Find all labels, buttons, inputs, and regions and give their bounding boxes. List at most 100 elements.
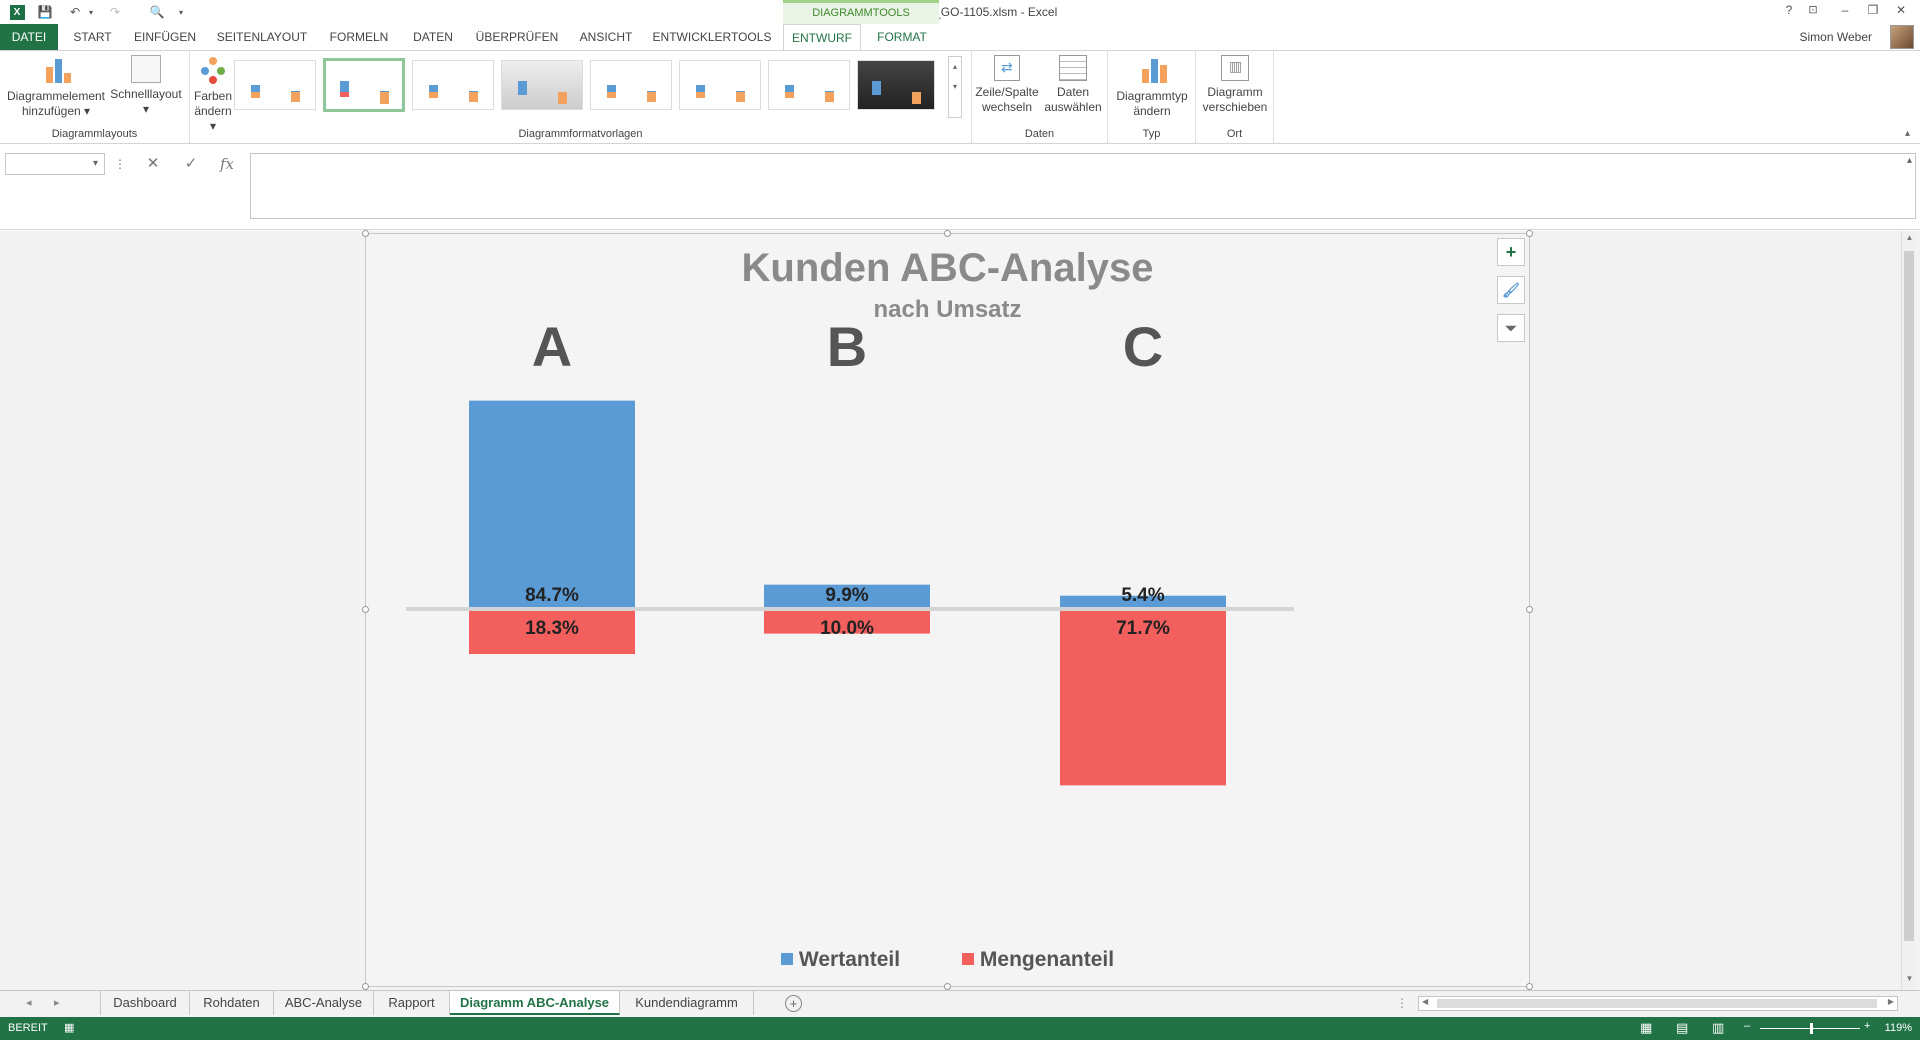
chart-styles-brush-icon[interactable]: 🖌 — [1497, 276, 1525, 304]
chart-filter-icon[interactable]: ⏷ — [1497, 314, 1525, 342]
tab-start[interactable]: START — [73, 30, 112, 44]
minimize-button[interactable]: – — [1841, 3, 1849, 17]
chart-style-6[interactable] — [679, 60, 761, 110]
undo-dropdown-icon[interactable]: ▾ — [88, 7, 93, 17]
tab-format[interactable]: FORMAT — [877, 30, 927, 44]
switch-row-column-button[interactable]: ⇄ Zeile/Spalte wechseln — [974, 55, 1040, 115]
chart-resize-handle[interactable] — [362, 983, 369, 990]
redo-icon[interactable]: ↷ — [109, 5, 121, 19]
horizontal-scroll-thumb[interactable] — [1437, 999, 1877, 1008]
category-label-a[interactable]: A — [532, 315, 572, 378]
tab-entwicklertools[interactable]: ENTWICKLERTOOLS — [652, 30, 772, 44]
chart-plot[interactable]: A B C 84.7% 9.9% 5.4% 18.3% 10.0% 71.7% — [366, 234, 1531, 988]
data-label-wertanteil-a[interactable]: 84.7% — [525, 585, 579, 606]
restore-button[interactable]: ❐ — [1867, 3, 1879, 17]
zoom-slider[interactable] — [1760, 1023, 1860, 1034]
scroll-down-icon[interactable]: ▼ — [1905, 974, 1914, 983]
tab-entwurf[interactable]: ENTWURF — [783, 24, 861, 51]
data-label-mengenanteil-b[interactable]: 10.0% — [820, 618, 874, 639]
data-label-mengenanteil-a[interactable]: 18.3% — [525, 618, 579, 639]
data-label-mengenanteil-c[interactable]: 71.7% — [1116, 618, 1170, 639]
data-label-wertanteil-b[interactable]: 9.9% — [825, 585, 868, 606]
data-label-wertanteil-c[interactable]: 5.4% — [1121, 585, 1164, 606]
chart-resize-handle[interactable] — [944, 230, 951, 237]
customize-quick-access-icon[interactable]: ▾ — [178, 7, 183, 17]
sheet-tab-dashboard[interactable]: Dashboard — [100, 991, 190, 1015]
quick-layout-button[interactable]: Schnelllayout ▾ — [108, 55, 184, 117]
legend-item-wertanteil[interactable]: Wertanteil — [780, 948, 900, 972]
collapse-formula-bar-icon[interactable]: ▴ — [1906, 155, 1912, 166]
help-icon[interactable]: ? — [1785, 3, 1793, 17]
zoom-out-icon[interactable]: – — [1744, 1020, 1751, 1032]
sheet-tab-diagramm-abc-analyse[interactable]: Diagramm ABC-Analyse — [450, 991, 620, 1015]
tab-seitenlayout[interactable]: SEITENLAYOUT — [216, 30, 308, 44]
chart-resize-handle[interactable] — [1526, 983, 1533, 990]
chart-resize-handle[interactable] — [362, 606, 369, 613]
macro-record-icon[interactable]: ▦ — [64, 1022, 75, 1034]
category-label-b[interactable]: B — [827, 315, 867, 378]
vertical-scrollbar[interactable]: ▲ ▼ — [1901, 231, 1916, 990]
chart-resize-handle[interactable] — [944, 983, 951, 990]
chart-style-4[interactable] — [501, 60, 583, 110]
category-label-c[interactable]: C — [1123, 315, 1163, 378]
add-chart-element-button[interactable]: Diagrammelement hinzufügen ▾ — [4, 55, 108, 119]
bar-wertanteil-c[interactable] — [1060, 595, 1226, 609]
chart-legend[interactable]: Wertanteil Mengenanteil — [366, 948, 1529, 972]
user-name[interactable]: Simon Weber — [1799, 30, 1872, 44]
bar-mengenanteil-a[interactable] — [469, 609, 635, 655]
chart-style-5[interactable] — [590, 60, 672, 110]
excel-logo-icon[interactable]: X — [8, 3, 26, 21]
scroll-up-icon[interactable]: ▲ — [1905, 233, 1914, 242]
chart-styles-gallery[interactable] — [234, 56, 956, 118]
bar-wertanteil-b[interactable] — [764, 584, 930, 609]
cancel-icon[interactable]: ✕ — [146, 155, 160, 172]
chart-resize-handle[interactable] — [1526, 606, 1533, 613]
bar-mengenanteil-b[interactable] — [764, 609, 930, 634]
tab-ansicht[interactable]: ANSICHT — [579, 30, 633, 44]
page-layout-view-icon[interactable]: ▤ — [1676, 1020, 1689, 1035]
zoom-slider-knob[interactable] — [1810, 1023, 1813, 1034]
chart-style-3[interactable] — [412, 60, 494, 110]
sheet-tab-kundendiagramm[interactable]: Kundendiagramm — [620, 991, 754, 1015]
tab-ueberpruefen[interactable]: ÜBERPRÜFEN — [475, 30, 559, 44]
enter-icon[interactable]: ✓ — [184, 155, 198, 172]
tab-datei[interactable]: DATEI — [0, 24, 58, 50]
chart-styles-scroll[interactable]: ▴ ▾ — [948, 56, 962, 118]
bar-mengenanteil-c[interactable] — [1060, 609, 1226, 786]
change-chart-type-button[interactable]: Diagrammtyp ändern — [1110, 55, 1194, 119]
name-box[interactable]: ▾ — [5, 153, 105, 175]
scroll-right-icon[interactable]: ▶ — [1887, 997, 1894, 1006]
formula-bar-options-icon[interactable]: ⋮ — [114, 157, 126, 171]
chart-style-1[interactable] — [234, 60, 316, 110]
chart-title[interactable]: Kunden ABC-Analyse — [741, 246, 1154, 290]
chart-subtitle[interactable]: nach Umsatz — [873, 296, 1022, 323]
insert-function-icon[interactable]: fx — [219, 155, 234, 173]
sheet-scroll-left-icon[interactable]: ◂ — [26, 997, 32, 1009]
close-button[interactable]: ✕ — [1895, 3, 1907, 17]
chart-elements-plus-icon[interactable]: + — [1497, 238, 1525, 266]
save-icon[interactable]: 💾 — [37, 5, 53, 19]
undo-icon[interactable]: ↶ — [69, 5, 81, 19]
tab-split-handle-icon[interactable]: ⋮ — [1396, 996, 1408, 1010]
vertical-scroll-thumb[interactable] — [1904, 251, 1914, 941]
sheet-tab-abc-analyse[interactable]: ABC-Analyse — [274, 991, 374, 1015]
sheet-scroll-right-icon[interactable]: ▸ — [54, 997, 60, 1009]
avatar[interactable] — [1890, 25, 1914, 49]
legend-item-mengenanteil[interactable]: Mengenanteil — [961, 948, 1114, 972]
sheet-tab-rohdaten[interactable]: Rohdaten — [190, 991, 274, 1015]
scroll-left-icon[interactable]: ◀ — [1422, 997, 1429, 1006]
ribbon-display-options-icon[interactable]: ⊡ — [1808, 4, 1818, 16]
chart-style-7[interactable] — [768, 60, 850, 110]
tab-formeln[interactable]: FORMELN — [329, 30, 389, 44]
tab-daten[interactable]: DATEN — [413, 30, 453, 44]
page-break-view-icon[interactable]: ▥ — [1712, 1020, 1725, 1035]
normal-view-icon[interactable]: ▦ — [1640, 1020, 1653, 1035]
zoom-in-icon[interactable]: + — [1864, 1020, 1871, 1032]
tab-einfuegen[interactable]: EINFÜGEN — [133, 30, 196, 44]
chart-resize-handle[interactable] — [1526, 230, 1533, 237]
move-chart-button[interactable]: ▥ Diagramm verschieben — [1198, 55, 1272, 115]
sheet-tab-rapport[interactable]: Rapport — [374, 991, 450, 1015]
zoom-level[interactable]: 119% — [1884, 1022, 1912, 1034]
select-data-button[interactable]: Daten auswählen — [1040, 55, 1106, 115]
print-preview-icon[interactable]: 🔍 — [149, 5, 165, 19]
